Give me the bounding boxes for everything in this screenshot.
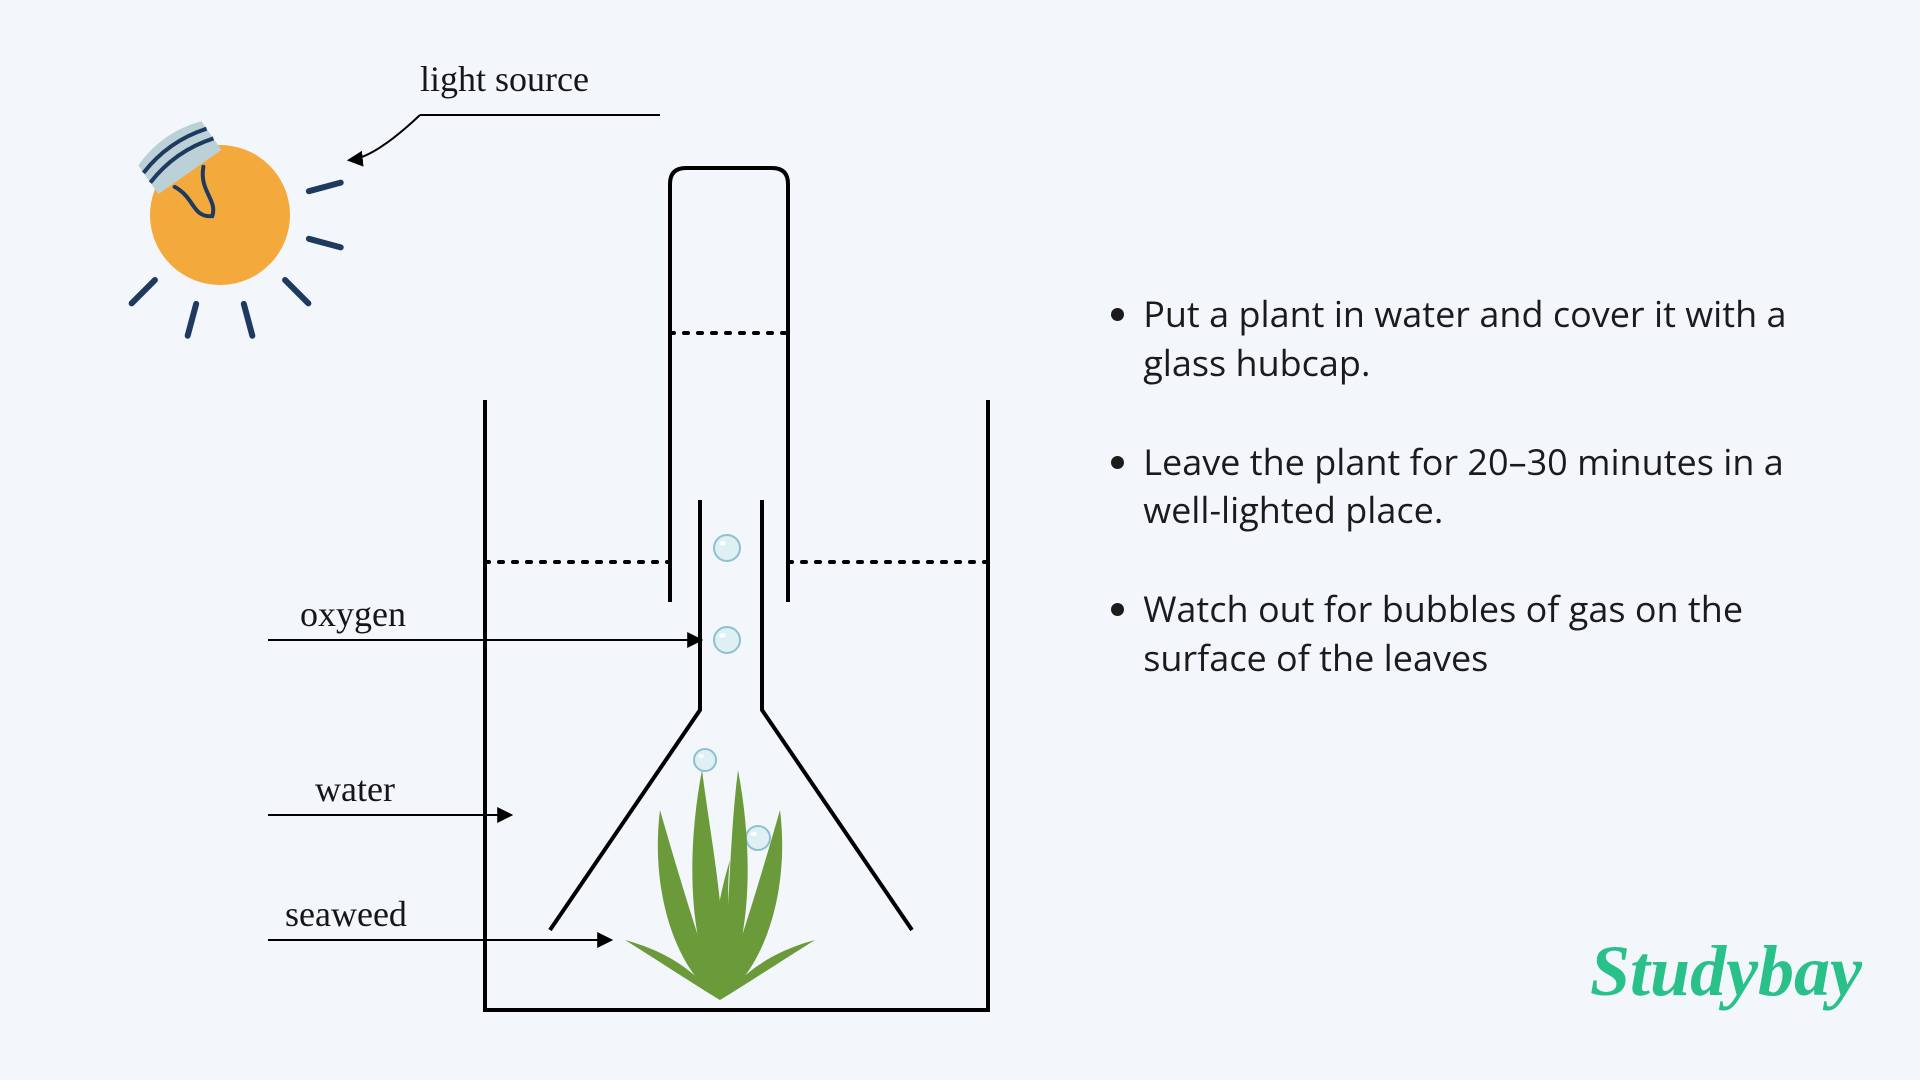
oxygen-bubble [746,826,770,850]
instruction-item: Put a plant in water and cover it with a… [1143,290,1800,387]
studybay-logo: Studybay [1590,930,1862,1013]
seaweed-label: seaweed [285,894,407,934]
funnel-left [550,500,700,930]
light-source-label: light source [420,59,589,99]
seaweed-icon [625,770,815,1000]
oxygen-bubble [694,749,716,771]
instruction-item: Leave the plant for 20–30 minutes in a w… [1143,438,1800,535]
instruction-item: Watch out for bubbles of gas on the surf… [1143,585,1800,682]
funnel-right [762,500,912,930]
oxygen-label: oxygen [300,594,406,634]
water-label: water [315,769,395,809]
light-source-arrow [350,115,420,160]
diagram-canvas: light source oxygen water seaweed Put a plan… [0,0,1920,1080]
instructions-list: Put a plant in water and cover it with a… [1100,290,1800,733]
oxygen-bubble [714,627,740,653]
oxygen-bubble [714,535,740,561]
